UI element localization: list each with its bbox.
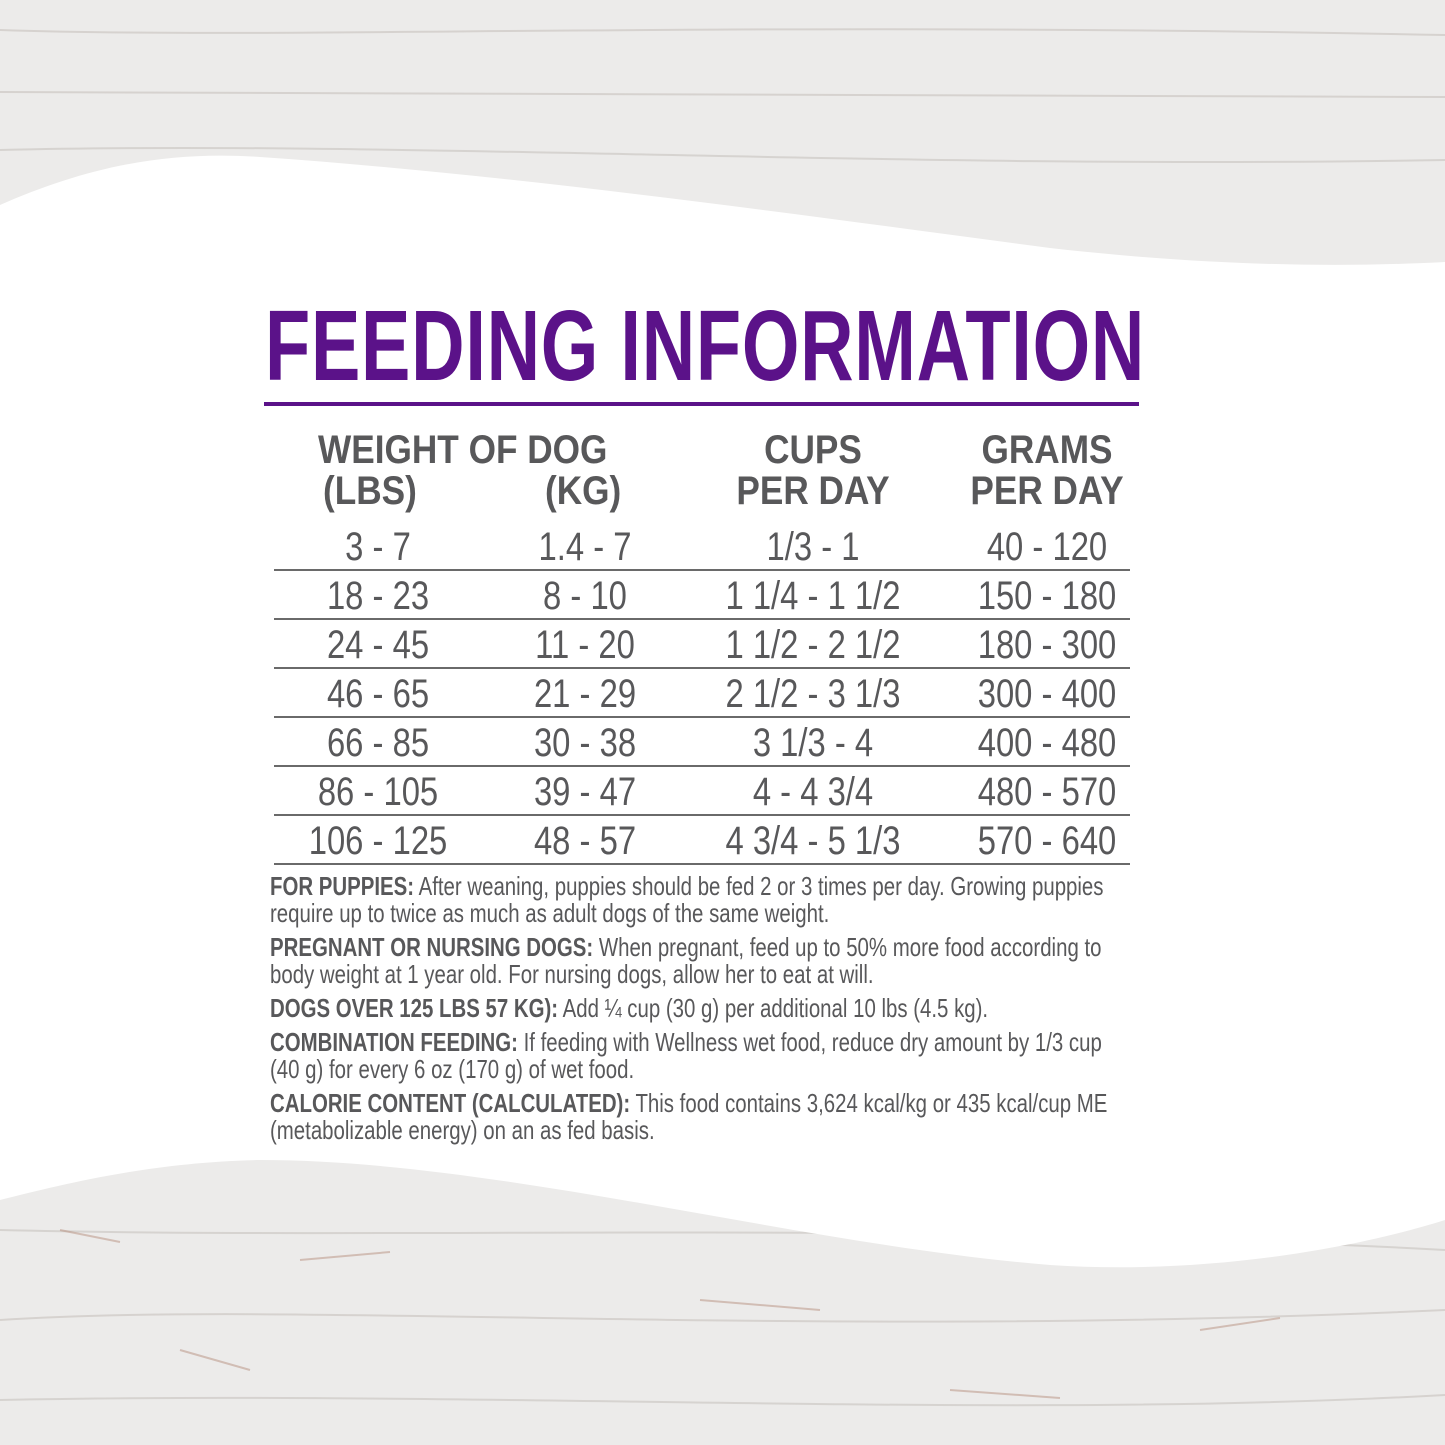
cell-kg: 1.4 - 7	[538, 525, 632, 569]
cell-cups: 1 1/4 - 1 1/2	[725, 574, 901, 618]
header-cups-per-day: PER DAY	[736, 469, 890, 513]
note-label: PREGNANT OR NURSING DOGS:	[270, 932, 594, 962]
row-divider	[274, 569, 1130, 571]
cell-lbs: 24 - 45	[326, 623, 430, 667]
header-cups: CUPS	[764, 428, 862, 472]
header-lbs: (LBS)	[323, 469, 417, 513]
note-label: FOR PUPPIES:	[270, 871, 415, 901]
note-text: When pregnant, feed up to 50% more food …	[270, 932, 1102, 989]
white-wave-panel	[0, 155, 1445, 1268]
cell-kg: 8 - 10	[543, 574, 627, 618]
cell-cups: 1 1/2 - 2 1/2	[725, 623, 901, 667]
cell-cups: 4 3/4 - 5 1/3	[725, 819, 901, 863]
note-label: DOGS OVER 125 LBS 57 KG):	[270, 993, 559, 1023]
cell-kg: 39 - 47	[533, 770, 637, 814]
cell-cups: 4 - 4 3/4	[752, 770, 874, 814]
cell-cups: 1/3 - 1	[766, 525, 860, 569]
note-combination-feeding: COMBINATION FEEDING: If feeding with Wel…	[270, 1029, 1126, 1083]
cell-grams: 400 - 480	[977, 721, 1117, 765]
cell-grams: 180 - 300	[977, 623, 1117, 667]
cell-lbs: 46 - 65	[326, 672, 430, 716]
note-puppies: FOR PUPPIES: After weaning, puppies shou…	[270, 873, 1126, 927]
note-text: If feeding with Wellness wet food, reduc…	[270, 1027, 1102, 1084]
cell-cups: 2 1/2 - 3 1/3	[725, 672, 901, 716]
header-grams: GRAMS	[981, 428, 1113, 472]
cell-kg: 11 - 20	[535, 623, 635, 667]
cell-kg: 21 - 29	[533, 672, 637, 716]
cell-grams: 570 - 640	[977, 819, 1117, 863]
cell-lbs: 66 - 85	[326, 721, 430, 765]
note-calorie-content: CALORIE CONTENT (CALCULATED): This food …	[270, 1090, 1126, 1144]
header-weight-of-dog: WEIGHT OF DOG	[318, 428, 608, 472]
cell-grams: 480 - 570	[977, 770, 1117, 814]
note-dogs-over-125: DOGS OVER 125 LBS 57 KG): Add ¼ cup (30 …	[270, 995, 1126, 1022]
cell-kg: 48 - 57	[533, 819, 637, 863]
title-divider	[264, 402, 1139, 406]
header-grams-per-day: PER DAY	[970, 469, 1124, 513]
cell-lbs: 106 - 125	[308, 819, 448, 863]
note-text: After weaning, puppies should be fed 2 o…	[270, 871, 1104, 928]
row-divider	[274, 814, 1130, 816]
note-label: CALORIE CONTENT (CALCULATED):	[270, 1088, 631, 1118]
cell-kg: 30 - 38	[533, 721, 637, 765]
cell-lbs: 86 - 105	[317, 770, 439, 814]
page-title: FEEDING INFORMATION	[265, 290, 1146, 402]
cell-lbs: 3 - 7	[345, 525, 411, 569]
note-label: COMBINATION FEEDING:	[270, 1027, 518, 1057]
feeding-notes: FOR PUPPIES: After weaning, puppies shou…	[270, 873, 1126, 1151]
row-divider	[274, 765, 1130, 767]
note-pregnant-nursing: PREGNANT OR NURSING DOGS: When pregnant,…	[270, 934, 1126, 988]
row-divider	[274, 716, 1130, 718]
row-divider	[274, 667, 1130, 669]
cell-lbs: 18 - 23	[326, 574, 430, 618]
cell-grams: 150 - 180	[977, 574, 1117, 618]
cell-cups: 3 1/3 - 4	[752, 721, 874, 765]
header-kg: (KG)	[545, 469, 622, 513]
note-text: This food contains 3,624 kcal/kg or 435 …	[270, 1088, 1108, 1145]
note-text: Add ¼ cup (30 g) per additional 10 lbs (…	[558, 993, 989, 1023]
cell-grams: 40 - 120	[986, 525, 1108, 569]
row-divider	[274, 863, 1130, 865]
cell-grams: 300 - 400	[977, 672, 1117, 716]
row-divider	[274, 618, 1130, 620]
